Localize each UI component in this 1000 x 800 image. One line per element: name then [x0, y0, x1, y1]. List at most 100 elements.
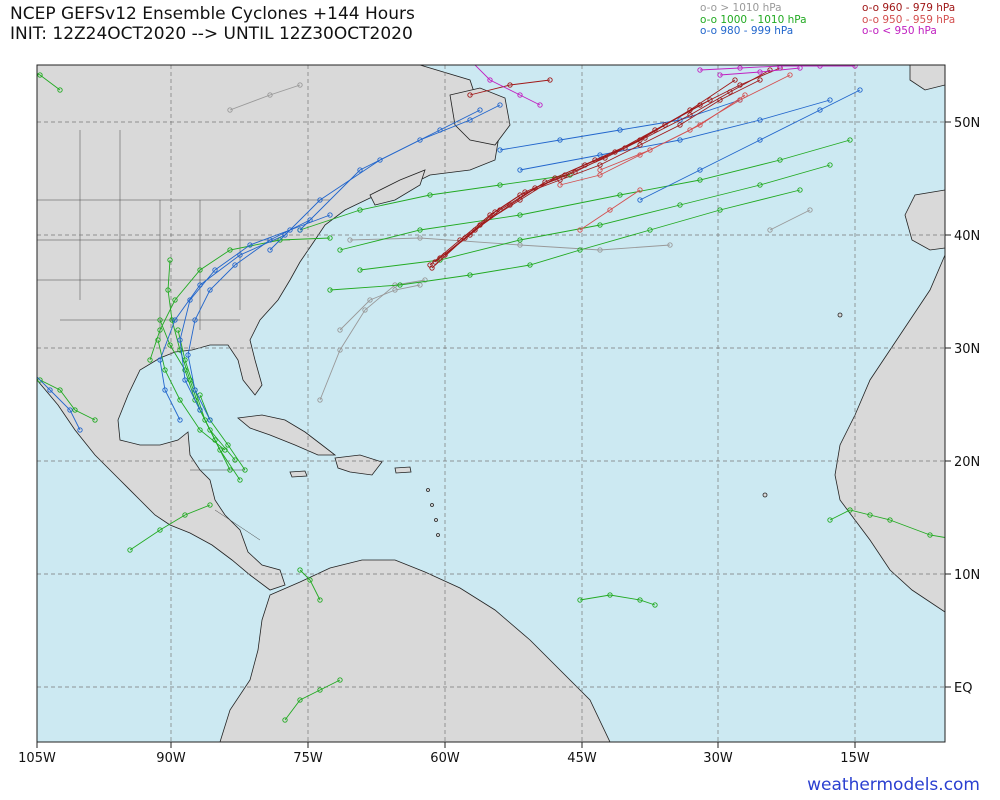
track-point-marker [177, 397, 183, 403]
track-point-marker [437, 127, 443, 133]
track-point-marker [687, 127, 693, 133]
track-point-marker [197, 427, 203, 433]
track-point-marker [468, 58, 472, 62]
track-point-marker [282, 232, 288, 238]
land-antilles-4 [436, 533, 440, 537]
lon-label-45w: 45W [567, 751, 597, 766]
track-point-marker [552, 175, 558, 181]
track-point-marker [597, 162, 603, 168]
track-point-marker [727, 89, 733, 95]
track-point-marker [172, 317, 178, 323]
track-point-marker [827, 517, 833, 523]
track-point-marker [517, 212, 523, 218]
lat-label-20n: 20N [954, 455, 980, 470]
track-point-marker [867, 512, 873, 518]
track-point-marker [327, 287, 333, 293]
track-point-marker [222, 447, 228, 453]
track-point-marker [577, 247, 583, 253]
track-point-marker [57, 387, 63, 393]
track-point-marker [227, 467, 233, 473]
land-antilles-3 [434, 518, 438, 522]
track-point-marker [602, 155, 608, 161]
track-point-marker [127, 547, 133, 553]
graticule [37, 65, 945, 742]
track-point-marker [647, 227, 653, 233]
track-point-marker [157, 527, 163, 533]
track-point-marker [497, 102, 503, 108]
legend-item-darkred: o-o 960 - 979 hPa [862, 2, 956, 14]
track-point-marker [777, 65, 783, 69]
land-hispaniola [334, 454, 383, 476]
track-point-marker [362, 307, 368, 313]
track-point-marker [307, 577, 313, 583]
track-point-marker [757, 137, 763, 143]
track-point-marker [317, 687, 323, 693]
track-point-marker [232, 262, 238, 268]
lon-label-60w: 60W [430, 751, 460, 766]
track-point-marker [217, 447, 223, 453]
track-point-marker [8, 58, 12, 62]
track-point-marker [212, 267, 218, 273]
tracks-blue [8, 87, 863, 433]
track-point-marker [637, 142, 643, 148]
tracks-red [557, 72, 793, 233]
track-point-marker [717, 207, 723, 213]
track-point-marker [642, 135, 648, 141]
track-point-marker [652, 602, 658, 608]
track-point-marker [597, 152, 603, 158]
track-point-marker [507, 202, 513, 208]
legend-item-gray: o-o > 1010 hPa [700, 2, 782, 14]
track-point-marker [187, 377, 193, 383]
track-point-marker [622, 145, 628, 151]
track-point-marker [267, 237, 273, 243]
track-point-marker [277, 237, 283, 243]
track-point-marker [847, 507, 853, 513]
track-point-marker [392, 287, 398, 293]
track-point-marker [517, 92, 523, 98]
track-point-marker [397, 282, 403, 288]
track-point-marker [757, 69, 763, 75]
track-point-marker [8, 348, 12, 352]
track-point-marker [637, 187, 643, 193]
track-point-marker [442, 252, 448, 258]
track-point-marker [667, 242, 673, 248]
track-point-marker [487, 212, 493, 218]
track-point-marker [612, 149, 618, 155]
track-point-marker [307, 217, 313, 223]
track-point-marker [697, 67, 703, 73]
track-point-marker [192, 317, 198, 323]
track-point-marker [37, 377, 43, 383]
track-point-marker [477, 222, 483, 228]
track-point-marker [337, 327, 343, 333]
track-point-marker [517, 237, 523, 243]
track-point-marker [197, 282, 203, 288]
track-point-marker [557, 182, 563, 188]
land-newfoundland [449, 87, 511, 146]
track-point-marker [297, 697, 303, 703]
credit-link[interactable]: weathermodels.com [807, 775, 980, 795]
track-point-marker [427, 192, 433, 198]
track-point-marker [182, 377, 188, 383]
track-point-marker [317, 597, 323, 603]
track-point-marker [357, 167, 363, 173]
track-point-marker [797, 65, 803, 71]
track-point-marker [92, 417, 98, 423]
political-borders [37, 130, 330, 541]
track-point-marker [448, 38, 452, 42]
cyclone-tracks [8, 38, 945, 723]
track-point-marker [182, 367, 188, 373]
track-point-marker [637, 152, 643, 158]
track-point-marker [517, 192, 523, 198]
track-point-marker [232, 457, 238, 463]
track-point-marker [155, 337, 161, 343]
track-point-marker [57, 87, 63, 93]
legend-item-blue: o-o 980 - 999 hPa [700, 25, 794, 37]
track-point-marker [167, 342, 173, 348]
track-point-marker [707, 97, 713, 103]
title-line-2: INIT: 12Z24OCT2020 --> UNTIL 12Z30OCT202… [10, 24, 413, 44]
land-africa [834, 254, 945, 613]
lon-label-15w: 15W [840, 751, 870, 766]
track-point-marker [652, 127, 658, 133]
track-point-marker [162, 367, 168, 373]
